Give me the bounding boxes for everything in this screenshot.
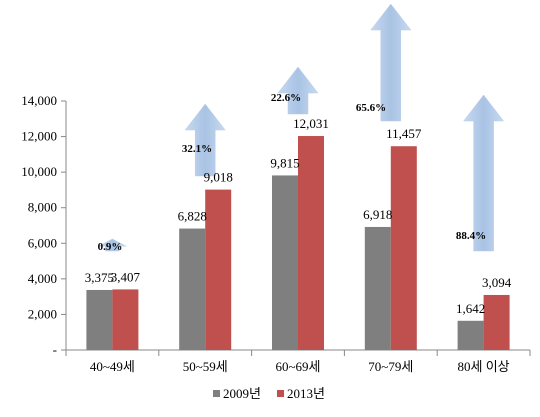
growth-rate-label: 88.4% (456, 230, 486, 242)
data-label-2013: 11,457 (386, 126, 422, 141)
growth-arrow-3 (277, 66, 319, 115)
bars (86, 136, 510, 350)
y-tick-label: 12,000 (21, 129, 57, 144)
x-tick-label: 60~69세 (276, 359, 321, 374)
bar-2009 (272, 175, 298, 350)
growth-arrow-5 (463, 94, 505, 252)
growth-rate-label: 32.1% (182, 143, 212, 155)
y-tick-label: 6,000 (28, 235, 57, 250)
y-tick-label: - (53, 342, 57, 357)
legend-label-2009: 2009년 (223, 386, 261, 401)
data-label-2013: 3,407 (111, 269, 141, 284)
bar-2009 (86, 289, 113, 350)
data-label-2013: 9,018 (204, 170, 233, 185)
bar-2009 (179, 228, 206, 350)
y-tick-label: 10,000 (21, 164, 57, 179)
y-tick-label: 14,000 (21, 93, 57, 108)
bar-2013 (112, 289, 139, 350)
legend-label-2013: 2013년 (287, 386, 325, 401)
growth-arrow-4 (370, 3, 412, 122)
growth-arrow-1 (98, 238, 127, 252)
data-label-2009: 3,375 (85, 270, 114, 285)
x-tick-label: 80세 이상 (458, 359, 510, 374)
growth-rate-label: 65.6% (356, 102, 386, 114)
y-tick-label: 2,000 (28, 306, 57, 321)
data-label-2013: 12,031 (293, 116, 329, 131)
bar-2009 (457, 320, 484, 350)
x-tick-label: 40~49세 (90, 359, 135, 374)
data-label-2009: 6,828 (178, 209, 207, 224)
growth-arrows (98, 3, 505, 252)
bar-2013 (298, 136, 324, 350)
legend-swatch-2013 (277, 390, 284, 397)
legend-swatch-2009 (213, 390, 220, 397)
data-label-2009: 9,815 (270, 155, 299, 170)
data-label-2013: 3,094 (482, 275, 512, 290)
x-tick-label: 50~59세 (183, 359, 228, 374)
y-tick-label: 4,000 (28, 271, 57, 286)
bar-2013 (483, 294, 510, 350)
data-label-2009: 6,918 (363, 207, 392, 222)
bar-2009 (364, 226, 391, 350)
y-tick-label: 8,000 (28, 200, 57, 215)
bar-2013 (205, 189, 232, 350)
x-tick-label: 70~79세 (368, 359, 413, 374)
legend: 2009년 2013년 (213, 386, 325, 401)
bar-2013 (390, 146, 417, 350)
growth-rate-label: 22.6% (271, 92, 301, 104)
growth-rate-label: 0.9% (98, 241, 123, 253)
data-label-2009: 1,642 (456, 301, 485, 316)
growth-arrow-2 (184, 103, 226, 177)
